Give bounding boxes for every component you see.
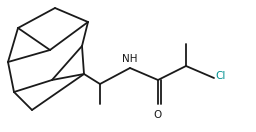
- Text: Cl: Cl: [215, 71, 225, 81]
- Text: NH: NH: [122, 54, 138, 64]
- Text: O: O: [154, 110, 162, 120]
